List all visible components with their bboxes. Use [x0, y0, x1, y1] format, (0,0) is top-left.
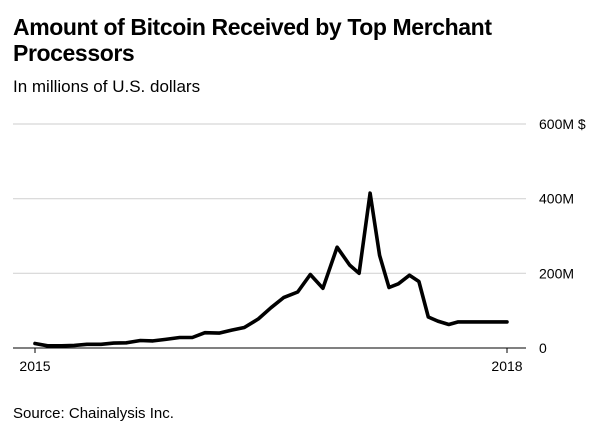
- line-chart: 600M $ 400M 200M 0 2015 2018: [13, 116, 586, 374]
- gridlines: [13, 123, 526, 349]
- chart-title: Amount of Bitcoin Received by Top Mercha…: [13, 14, 492, 66]
- y-tick-label: 400M: [539, 191, 574, 207]
- source-note: Source: Chainalysis Inc.: [13, 405, 174, 422]
- y-tick-label: 0: [539, 340, 547, 356]
- chart-subtitle: In millions of U.S. dollars: [13, 77, 201, 96]
- y-tick-label: 200M: [539, 265, 574, 281]
- y-tick-label: 600M $: [539, 116, 586, 132]
- x-tick-label: 2015: [19, 358, 50, 374]
- x-axis-ticks: 2015 2018: [19, 348, 523, 374]
- x-tick-label: 2018: [491, 358, 522, 374]
- y-axis-tick-labels: 600M $ 400M 200M 0: [539, 116, 586, 356]
- series-layer: [33, 191, 509, 348]
- series-line: [33, 191, 509, 348]
